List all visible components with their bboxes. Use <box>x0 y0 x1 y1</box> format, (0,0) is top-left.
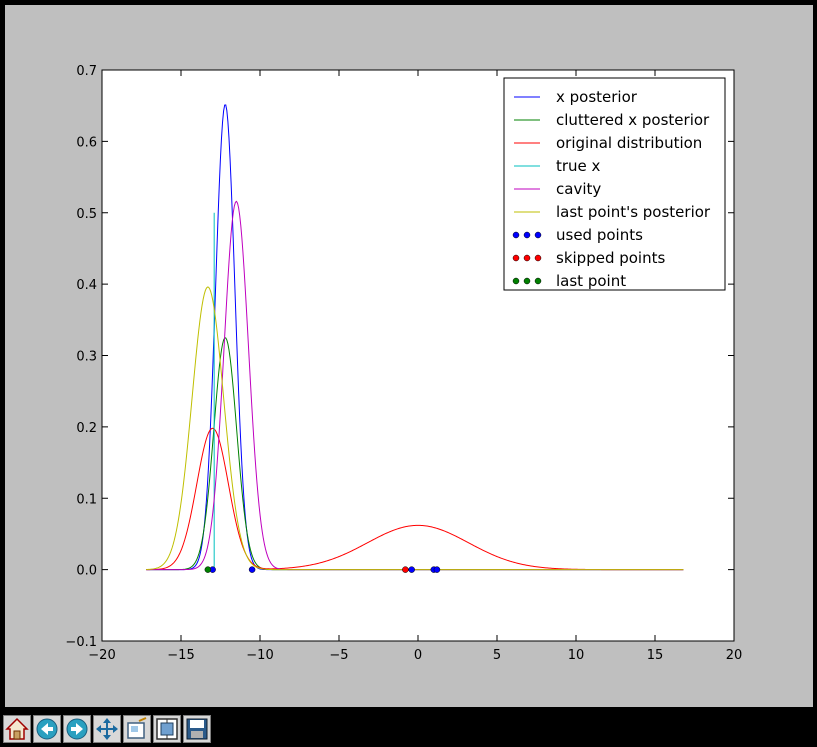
legend-marker-skipped-points <box>523 254 531 262</box>
x-tick-label: −5 <box>329 648 348 663</box>
legend-label-x-posterior: x posterior <box>556 88 638 106</box>
legend-marker-used-points <box>512 231 520 239</box>
scatter-point-used-points <box>248 566 256 573</box>
arrow-right-icon <box>66 718 88 740</box>
x-tick-label: −20 <box>88 648 115 663</box>
legend-marker-last-point <box>534 277 542 285</box>
zoom-rect-icon <box>127 717 147 739</box>
home-button[interactable] <box>3 715 31 743</box>
legend: x posterior cluttered x posterior original… <box>503 77 726 291</box>
legend-marker-used-points <box>523 231 531 239</box>
back-button[interactable] <box>33 715 61 743</box>
figure-canvas: −20 −15 −10 −5 0 5 10 15 20 −0.1 0.0 0.1 0.2 0.3 0.4 0.… <box>5 5 813 707</box>
legend-marker-skipped-points <box>512 254 520 262</box>
legend-label-skipped-points: skipped points <box>556 249 665 267</box>
y-tick-label: 0.2 <box>76 421 97 436</box>
scatter-point-used-points <box>408 566 415 573</box>
legend-label-cavity: cavity <box>556 180 601 198</box>
legend-label-original-distribution: original distribution <box>556 134 702 152</box>
legend-marker-skipped-points <box>534 254 542 262</box>
save-button[interactable] <box>183 715 211 743</box>
y-tick-label: 0.7 <box>76 64 97 79</box>
x-tick-label: 0 <box>414 648 422 663</box>
legend-label-cluttered-x-posterior: cluttered x posterior <box>556 111 710 129</box>
legend-label-last-point-s-posterior: last point's posterior <box>556 203 711 221</box>
y-tick-label: 0.3 <box>76 350 97 365</box>
navigation-toolbar <box>0 712 817 747</box>
x-tick-label: 20 <box>726 648 743 663</box>
x-tick-label: 5 <box>493 648 501 663</box>
legend-label-last-point: last point <box>556 272 626 290</box>
move-arrows-icon <box>96 718 118 740</box>
zoom-button[interactable] <box>123 715 151 743</box>
forward-button[interactable] <box>63 715 91 743</box>
legend-label-true-x: true x <box>556 157 601 175</box>
y-tick-label: 0.0 <box>76 564 97 579</box>
subplots-button[interactable] <box>153 715 181 743</box>
x-tick-label: −10 <box>246 648 273 663</box>
legend-box <box>503 77 726 291</box>
y-tick-label: 0.6 <box>76 135 97 150</box>
legend-label-used-points: used points <box>556 226 643 244</box>
scatter-point-used-points <box>433 566 441 573</box>
y-tick-label: −0.1 <box>65 635 97 650</box>
legend-marker-last-point <box>512 277 520 285</box>
legend-marker-used-points <box>534 231 542 239</box>
home-icon <box>5 717 29 740</box>
subplots-icon <box>156 718 178 740</box>
chart-svg: −20 −15 −10 −5 0 5 10 15 20 −0.1 0.0 0.1 0.2 0.3 0.4 0.… <box>65 64 743 663</box>
y-tick-label: 0.5 <box>76 207 97 222</box>
legend-marker-last-point <box>523 277 531 285</box>
y-tick-label: 0.4 <box>76 278 97 293</box>
floppy-disk-icon <box>186 718 208 740</box>
x-tick-label: 10 <box>568 648 585 663</box>
pan-button[interactable] <box>93 715 121 743</box>
scatter-point-last-point <box>204 566 212 573</box>
y-tick-label: 0.1 <box>76 492 97 507</box>
scatter-point-skipped-points <box>402 566 409 573</box>
x-tick-label: 15 <box>647 648 664 663</box>
x-tick-label: −15 <box>167 648 194 663</box>
arrow-left-icon <box>36 718 58 740</box>
